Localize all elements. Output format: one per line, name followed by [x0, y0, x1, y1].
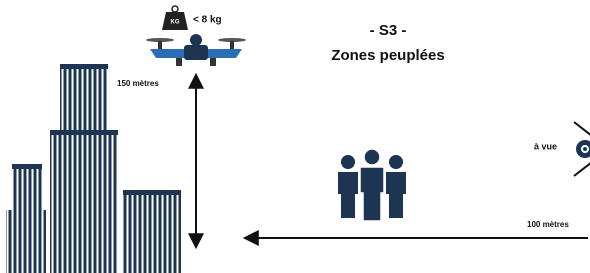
drone: [146, 34, 246, 66]
weight-label: KG: [171, 20, 180, 26]
people: [338, 149, 406, 221]
height-label: 150 mètres: [117, 79, 159, 88]
buildings: [6, 64, 181, 273]
sight-label: à vue: [534, 141, 557, 151]
max-weight: < 8 kg: [193, 15, 222, 26]
scenario-code: - S3 -: [370, 22, 407, 39]
eye-icon: [574, 122, 590, 176]
weight-icon: KG: [162, 6, 188, 30]
infographic: - S3 - Zones peuplées KG < 8 kg 150 mètr…: [0, 0, 590, 273]
scenario-title: Zones peuplées: [331, 47, 444, 64]
distance-label: 100 mètres: [527, 220, 569, 229]
